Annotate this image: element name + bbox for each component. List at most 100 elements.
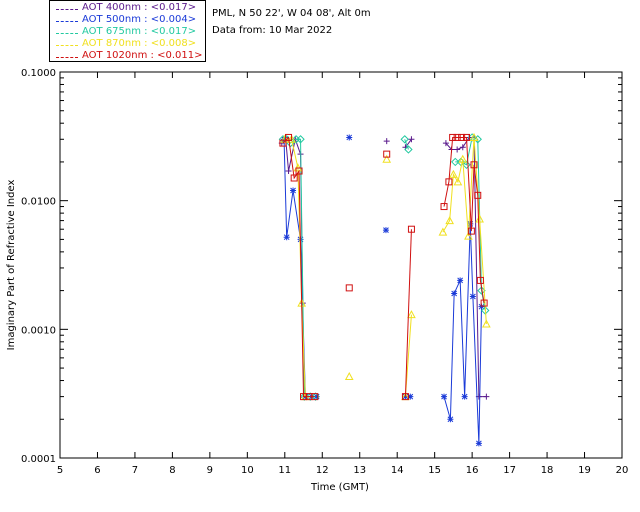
data-point	[345, 284, 353, 292]
data-point	[283, 234, 290, 241]
data-point	[464, 231, 473, 240]
x-tick-label: 19	[578, 465, 591, 476]
data-point	[480, 299, 488, 307]
series-line	[443, 136, 485, 304]
legend-label-1020nm: AOT 1020nm : <0.011>	[82, 50, 203, 61]
data-point	[407, 393, 414, 400]
data-point	[407, 310, 416, 319]
y-axis-label: Imaginary Part of Refractive Index	[6, 180, 17, 351]
series-3	[280, 132, 491, 401]
date-info: Data from: 10 Mar 2022	[212, 25, 333, 36]
data-point	[476, 276, 484, 284]
x-tick-label: 20	[616, 465, 629, 476]
legend: AOT 400nm : <0.017> AOT 500nm : <0.004> …	[49, 0, 206, 62]
data-point	[469, 293, 476, 300]
data-point	[447, 416, 454, 423]
data-point	[287, 134, 296, 143]
x-tick-label: 6	[94, 465, 100, 476]
data-point	[458, 133, 466, 141]
data-point	[382, 227, 389, 234]
data-point	[445, 178, 453, 186]
data-point	[296, 135, 305, 144]
legend-swatch-1020nm	[56, 57, 78, 58]
data-point	[467, 227, 475, 235]
site-info: PML, N 50 22', W 04 08', Alt 0m	[212, 8, 371, 19]
data-point	[438, 227, 448, 236]
series-line	[404, 314, 412, 397]
data-point	[453, 177, 463, 186]
data-point	[408, 136, 415, 143]
data-point	[383, 138, 390, 145]
data-point	[400, 135, 409, 144]
legend-swatch-675nm	[56, 33, 78, 34]
y-tick-label: 0.0010	[21, 325, 56, 336]
data-point	[346, 134, 353, 141]
y-tick-label: 0.1000	[21, 68, 56, 79]
legend-item-1020nm: AOT 1020nm : <0.011>	[50, 50, 205, 63]
data-point	[451, 157, 460, 167]
data-point	[469, 132, 479, 141]
data-point	[285, 168, 292, 175]
x-tick-label: 16	[466, 465, 479, 476]
y-tick-label: 0.0001	[21, 454, 56, 465]
x-tick-label: 9	[207, 465, 213, 476]
data-point	[451, 290, 458, 297]
x-axis: 5 6 7 8 9 10 11 12 13 14 15 16 17 18 19 20	[57, 72, 629, 476]
legend-swatch-500nm	[56, 21, 78, 22]
data-point	[441, 393, 448, 400]
data-point	[463, 133, 471, 141]
data-point	[482, 319, 491, 328]
data-point	[313, 393, 320, 400]
data-point	[475, 440, 482, 447]
data-point	[311, 393, 319, 401]
data-point	[473, 135, 482, 144]
legend-swatch-400nm	[56, 9, 78, 10]
data-point	[474, 191, 482, 199]
data-point	[454, 146, 461, 153]
x-tick-label: 14	[391, 465, 404, 476]
series-line	[282, 136, 315, 398]
data-point	[449, 169, 458, 178]
series-line	[404, 139, 409, 150]
series-layer	[278, 132, 491, 447]
data-point	[383, 150, 391, 158]
data-point	[459, 144, 466, 151]
legend-item-870nm: AOT 870nm : <0.008>	[50, 38, 205, 51]
legend-label-870nm: AOT 870nm : <0.008>	[82, 38, 197, 49]
data-point	[290, 187, 297, 194]
x-tick-label: 8	[169, 465, 175, 476]
data-point	[483, 393, 490, 400]
data-point	[467, 220, 474, 227]
data-point	[457, 277, 464, 284]
x-axis-label: Time (GMT)	[310, 482, 369, 493]
y-tick-label: 0.0100	[21, 197, 56, 208]
data-point	[344, 371, 354, 380]
data-point	[458, 154, 468, 163]
x-tick-label: 5	[57, 465, 63, 476]
data-point	[445, 216, 454, 225]
series-line	[404, 229, 412, 397]
data-point	[279, 139, 287, 147]
data-point	[478, 303, 485, 310]
series-0	[278, 134, 490, 400]
plot-area	[59, 71, 623, 459]
data-point	[470, 161, 478, 169]
legend-label-400nm: AOT 400nm : <0.017>	[82, 2, 197, 13]
legend-label-500nm: AOT 500nm : <0.004>	[82, 14, 197, 25]
data-point	[453, 133, 461, 141]
y-axis: 0.0001 0.0010 0.0100 0.1000	[21, 68, 622, 465]
x-tick-label: 12	[316, 465, 329, 476]
legend-item-400nm: AOT 400nm : <0.017>	[50, 2, 205, 15]
series-2	[278, 133, 490, 401]
data-point	[290, 174, 298, 182]
legend-item-500nm: AOT 500nm : <0.004>	[50, 14, 205, 27]
plot-border	[59, 71, 623, 459]
data-point	[407, 225, 415, 233]
data-point	[404, 145, 413, 154]
x-tick-label: 10	[241, 465, 254, 476]
data-point	[382, 154, 392, 163]
data-point	[475, 214, 484, 223]
x-tick-label: 18	[541, 465, 554, 476]
data-point	[295, 167, 303, 175]
